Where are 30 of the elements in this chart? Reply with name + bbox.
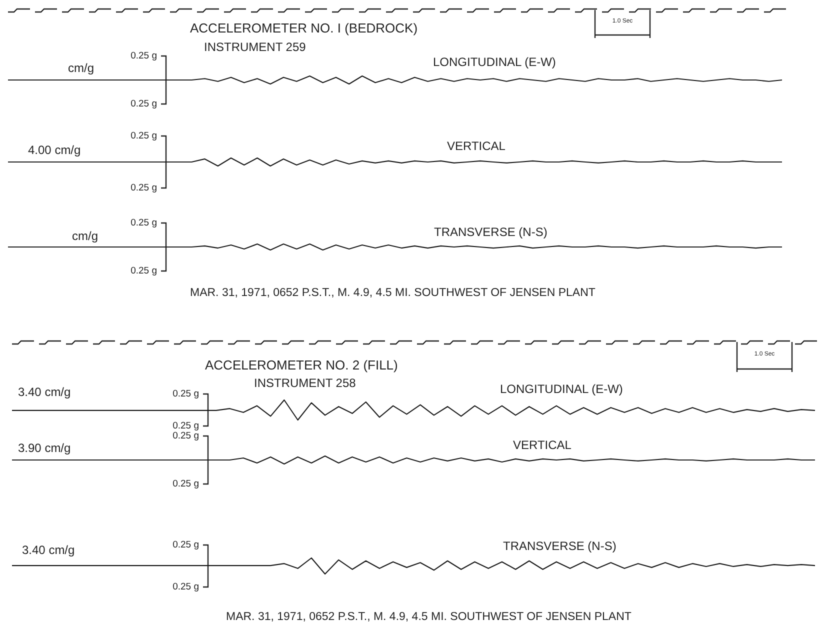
y-axis-title: 3.40 cm/g [22, 543, 75, 557]
series-label: VERTICAL [447, 139, 506, 154]
text: 0.25 g [172, 540, 199, 551]
text: 0.25 g [172, 582, 199, 593]
chart-subtitle: INSTRUMENT 259 [204, 40, 306, 54]
series-label: TRANSVERSE (N-S) [434, 225, 548, 240]
y-axis-title: cm/g [72, 229, 98, 243]
chart-title: ACCELEROMETER NO. I (BEDROCK) [190, 20, 418, 36]
y-axis-title: 4.00 cm/g [28, 143, 81, 157]
chart-title: ACCELEROMETER NO. 2 (FILL) [205, 357, 398, 372]
text: 0.25 g [130, 98, 157, 110]
y-axis-title: 3.40 cm/g [18, 385, 71, 399]
series-label: VERTICAL [513, 438, 572, 452]
series-label: LONGITUDINAL (E-W) [500, 382, 623, 396]
text: 0.25 g [130, 130, 157, 142]
text: 0.25 g [130, 50, 157, 62]
y-axis-title: cm/g [68, 61, 94, 75]
text: 0.25 g [172, 430, 199, 442]
text: MAR. 31, 1971, 0652 P.S.T., M. 4.9, 4.5 MI. SOUTHWEST OF JENSEN PLANT [226, 611, 632, 624]
series-label: LONGITUDINAL (E-W) [433, 55, 556, 70]
series-label: TRANSVERSE (N-S) [503, 539, 616, 554]
text: 0.25 g [130, 218, 157, 229]
text: 0.25 g [130, 266, 157, 277]
text: MAR. 31, 1971, 0652 P.S.T., M. 4.9, 4.5 MI. SOUTHWEST OF JENSEN PLANT [190, 287, 596, 300]
y-axis-title: 3.90 cm/g [18, 441, 71, 455]
chart-subtitle: INSTRUMENT 258 [254, 376, 356, 390]
text: 0.25 g [130, 182, 157, 194]
text: 0.25 g [172, 388, 199, 400]
text: 0.25 g [172, 478, 199, 490]
text: 0.25 g [172, 420, 199, 432]
